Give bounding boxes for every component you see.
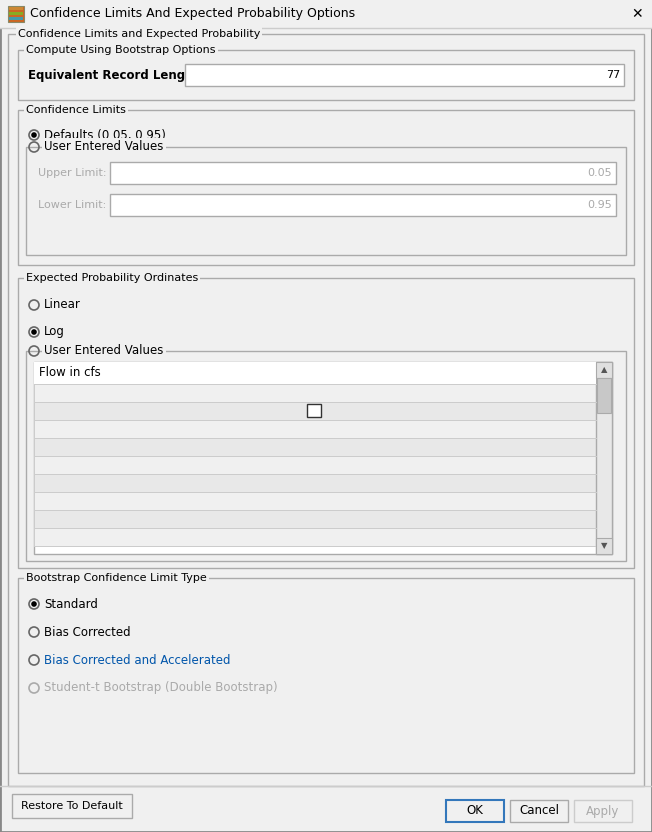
Text: Confidence Limits and Expected Probability: Confidence Limits and Expected Probabili… (18, 29, 260, 39)
Circle shape (31, 602, 37, 607)
Bar (9, 7, 23, 10)
Bar (34, 362, 596, 384)
Bar (307, 404, 321, 417)
Text: Bias Corrected and Accelerated: Bias Corrected and Accelerated (44, 653, 231, 666)
Text: Compute Using Bootstrap Options: Compute Using Bootstrap Options (26, 45, 216, 55)
Text: Log: Log (44, 325, 65, 339)
Text: OK: OK (467, 805, 483, 818)
Bar (34, 420, 596, 438)
Text: Bias Corrected: Bias Corrected (44, 626, 130, 638)
Circle shape (31, 132, 37, 138)
Text: Expected Probability Ordinates: Expected Probability Ordinates (26, 273, 198, 283)
Bar (12, 794, 132, 818)
Text: Standard: Standard (44, 597, 98, 611)
Bar (8, 6, 24, 22)
Bar (597, 378, 611, 413)
Bar (510, 800, 568, 822)
Bar (185, 64, 624, 86)
Bar (9, 12, 23, 15)
Bar (596, 362, 612, 378)
Text: Equivalent Record Length: Equivalent Record Length (28, 70, 199, 82)
Bar (34, 402, 596, 420)
Text: 0.95: 0.95 (587, 200, 612, 210)
Text: Cancel: Cancel (519, 805, 559, 818)
Text: Student-t Bootstrap (Double Bootstrap): Student-t Bootstrap (Double Bootstrap) (44, 681, 278, 695)
Text: Restore To Default: Restore To Default (21, 801, 123, 811)
Bar (18, 278, 634, 568)
Bar (34, 362, 612, 554)
Text: Apply: Apply (586, 805, 619, 818)
Text: Flow in cfs: Flow in cfs (39, 367, 101, 379)
Text: Upper Limit:: Upper Limit: (38, 168, 106, 178)
Bar (596, 538, 612, 554)
Bar (18, 50, 634, 100)
Text: ▲: ▲ (600, 365, 607, 374)
Text: Defaults (0.05, 0.95): Defaults (0.05, 0.95) (44, 128, 166, 141)
Bar (0, 0, 652, 28)
Text: 77: 77 (606, 70, 620, 80)
Circle shape (31, 329, 37, 334)
Bar (26, 351, 626, 561)
Bar (34, 456, 596, 474)
Text: Confidence Limits And Expected Probability Options: Confidence Limits And Expected Probabili… (30, 7, 355, 21)
Bar (34, 438, 596, 456)
Bar (18, 578, 634, 773)
Text: ✕: ✕ (631, 7, 643, 21)
Text: User Entered Values: User Entered Values (44, 141, 164, 153)
Text: 0.05: 0.05 (587, 168, 612, 178)
Bar (34, 510, 596, 528)
Text: Bootstrap Confidence Limit Type: Bootstrap Confidence Limit Type (26, 573, 207, 583)
Bar (574, 800, 632, 822)
Bar (34, 528, 596, 546)
Bar (110, 194, 616, 216)
Bar (26, 147, 626, 255)
Bar (18, 110, 634, 265)
Bar (9, 17, 23, 20)
Text: ▼: ▼ (600, 542, 607, 551)
Bar (34, 474, 596, 492)
Bar (34, 492, 596, 510)
Text: Linear: Linear (44, 299, 81, 311)
Bar (596, 362, 612, 554)
Bar (110, 162, 616, 184)
Text: Confidence Limits: Confidence Limits (26, 105, 126, 115)
Text: Lower Limit:: Lower Limit: (38, 200, 106, 210)
Bar (34, 384, 596, 402)
Text: User Entered Values: User Entered Values (44, 344, 164, 358)
Bar (446, 800, 504, 822)
